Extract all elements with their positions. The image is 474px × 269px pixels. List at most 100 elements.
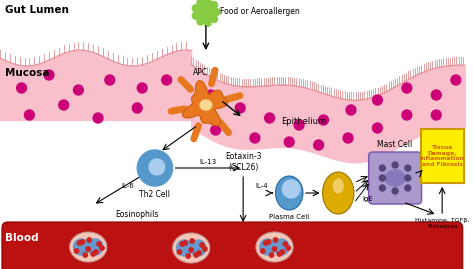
Circle shape [105,75,115,85]
Circle shape [91,252,95,256]
Circle shape [250,133,260,143]
Circle shape [73,239,89,255]
Circle shape [94,250,98,254]
Polygon shape [182,81,228,126]
Circle shape [197,18,204,25]
Circle shape [204,19,211,26]
Circle shape [213,9,220,16]
Circle shape [261,249,265,253]
Circle shape [402,110,412,120]
Text: Eosinophils: Eosinophils [116,210,159,219]
Text: IL-6: IL-6 [121,183,134,189]
Text: Food or Aeroallergen: Food or Aeroallergen [219,8,300,16]
Circle shape [211,1,218,8]
Circle shape [59,100,69,110]
Circle shape [189,248,193,252]
Circle shape [149,159,164,175]
Text: IL-13: IL-13 [199,159,217,165]
Circle shape [273,239,289,255]
Circle shape [200,243,204,247]
Circle shape [203,247,207,251]
Circle shape [451,75,461,85]
Circle shape [183,241,187,245]
Circle shape [80,240,84,244]
Text: Mucosa: Mucosa [5,68,49,78]
Circle shape [137,150,173,186]
Ellipse shape [333,179,343,193]
FancyBboxPatch shape [369,152,421,204]
Circle shape [314,140,324,150]
Circle shape [197,3,215,21]
FancyBboxPatch shape [2,222,463,269]
Circle shape [211,16,218,23]
Text: Th2 Cell: Th2 Cell [139,190,170,199]
Text: Plasma Cell: Plasma Cell [269,214,310,220]
Circle shape [319,115,328,125]
Circle shape [180,242,184,246]
Circle shape [264,241,268,245]
Text: Tissue
Damage,
Inflammation
and Fibrosis: Tissue Damage, Inflammation and Fibrosis [420,145,465,167]
Circle shape [373,123,383,133]
Circle shape [192,5,199,12]
Circle shape [283,242,287,246]
Circle shape [264,113,274,123]
Text: Histamine, TGFβ,
Proteases: Histamine, TGFβ, Proteases [415,218,469,229]
Circle shape [73,85,83,95]
Circle shape [190,240,206,256]
Ellipse shape [173,233,210,263]
Circle shape [177,250,182,254]
Text: APC: APC [193,68,209,77]
Text: IL-4: IL-4 [255,183,268,189]
Circle shape [405,175,411,181]
Circle shape [379,185,385,191]
Text: Gut Lumen: Gut Lumen [5,5,69,15]
Circle shape [206,90,216,100]
Circle shape [74,249,79,253]
Circle shape [284,137,294,147]
FancyBboxPatch shape [420,129,464,183]
Circle shape [176,240,192,256]
Circle shape [346,105,356,115]
Circle shape [343,133,353,143]
Circle shape [197,251,201,255]
Circle shape [83,253,87,257]
Circle shape [431,110,441,120]
Circle shape [197,0,204,6]
Text: Mast Cell: Mast Cell [377,140,413,149]
Circle shape [186,254,191,258]
Circle shape [194,253,198,257]
Ellipse shape [322,172,354,214]
Circle shape [87,239,103,255]
Circle shape [273,247,277,251]
Circle shape [44,70,54,80]
Circle shape [392,162,398,168]
Circle shape [235,103,245,113]
Circle shape [431,90,441,100]
Ellipse shape [256,232,293,262]
Text: IgE: IgE [362,196,373,202]
Circle shape [286,246,291,250]
Circle shape [277,252,282,256]
Circle shape [269,253,273,257]
Circle shape [402,83,412,93]
Circle shape [162,75,172,85]
Circle shape [190,239,194,243]
Circle shape [192,12,199,19]
Circle shape [87,238,91,242]
Circle shape [137,83,147,93]
Circle shape [379,165,385,171]
Circle shape [283,180,300,198]
Circle shape [93,113,103,123]
Circle shape [100,246,104,250]
Text: Eotaxin-3
(CCL26): Eotaxin-3 (CCL26) [225,152,261,172]
Circle shape [17,83,27,93]
Circle shape [280,250,284,254]
Circle shape [211,125,220,135]
Circle shape [25,110,34,120]
Ellipse shape [275,176,303,210]
Ellipse shape [70,232,107,262]
Circle shape [405,185,411,191]
Circle shape [392,188,398,194]
Circle shape [405,165,411,171]
Ellipse shape [385,170,405,186]
